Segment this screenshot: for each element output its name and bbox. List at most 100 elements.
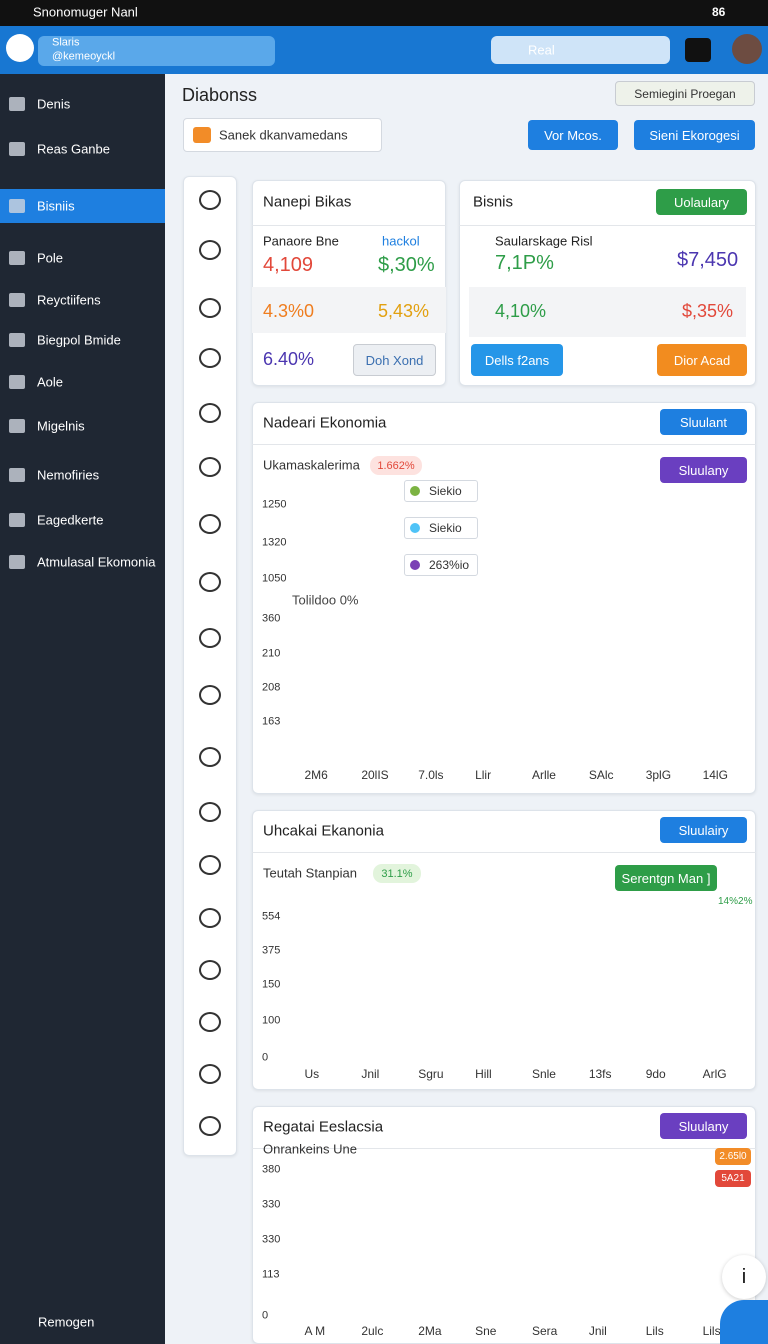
header-button[interactable]: Vor Mcos. xyxy=(528,120,618,150)
legend-item xyxy=(404,517,478,539)
sidebar-icon xyxy=(9,251,25,265)
chart-divider xyxy=(252,444,756,445)
y-tick-label: 0 xyxy=(262,1309,269,1322)
sidebar-icon xyxy=(9,419,25,433)
sidebar-item[interactable]: Reyctiifens xyxy=(37,292,101,308)
rail-icon xyxy=(199,685,221,705)
chart-button[interactable]: Sluulant xyxy=(660,409,747,435)
x-tick-label: 2Ma xyxy=(418,1324,442,1338)
y-tick-label: 210 xyxy=(262,647,281,660)
rail-icon xyxy=(199,348,221,368)
y-tick-label: 1050 xyxy=(262,572,287,585)
card-divider xyxy=(459,225,756,226)
card-badge[interactable]: Uolaulary xyxy=(656,189,747,215)
sidebar-item[interactable]: Denis xyxy=(37,96,71,112)
card-divider xyxy=(252,225,446,226)
y-tick-label: 1320 xyxy=(262,536,287,549)
rail-icon xyxy=(199,802,221,822)
chart-top-label: 14%2% xyxy=(718,896,753,907)
legend-dot xyxy=(410,560,420,570)
chart-subtitle: Ukamaskalerima xyxy=(263,457,360,473)
chart-divider xyxy=(252,1148,756,1149)
sidebar-icon xyxy=(9,142,25,156)
rail-icon xyxy=(199,190,221,210)
x-tick-label: Jnil xyxy=(361,1067,380,1081)
sidebar-footer[interactable]: Remogen xyxy=(38,1314,95,1330)
chart-card xyxy=(252,1106,756,1344)
rail-icon xyxy=(199,960,221,980)
info-button[interactable]: i xyxy=(722,1255,766,1299)
card-value: 7,1P% xyxy=(495,252,554,274)
card-value: $,30% xyxy=(378,254,435,276)
header-badge[interactable]: Semiegini Proegan xyxy=(615,81,755,106)
sidebar-icon xyxy=(9,555,25,569)
card-value: 4,10% xyxy=(495,301,547,321)
card-button[interactable]: Doh Xond xyxy=(353,344,436,376)
x-tick-label: 20lIS xyxy=(361,768,389,782)
menu-box[interactable] xyxy=(685,38,711,62)
x-tick-label: Us xyxy=(304,1067,320,1081)
x-tick-label: ArlG xyxy=(702,1067,727,1081)
next-button[interactable] xyxy=(720,1300,768,1344)
card-value: 4,109 xyxy=(263,254,314,276)
chart-button[interactable]: Sluulairy xyxy=(660,817,747,843)
card-value: $7,450 xyxy=(677,249,739,271)
x-tick-label: Snle xyxy=(531,1067,556,1081)
sidebar-item[interactable]: Aole xyxy=(37,374,64,390)
rail-icon xyxy=(199,855,221,875)
sidebar-item[interactable]: Pole xyxy=(37,250,64,266)
x-tick-label: 13fs xyxy=(588,1067,612,1081)
sidebar-item[interactable]: Migelnis xyxy=(37,418,85,434)
card-label: Saularskage Risl xyxy=(495,233,593,249)
chart-badge: 5A21 xyxy=(715,1170,751,1187)
y-tick-label: 150 xyxy=(262,978,281,991)
rail-icon xyxy=(199,1012,221,1032)
card-button[interactable]: Dior Acad xyxy=(657,344,747,376)
card-button[interactable]: Dells f2ans xyxy=(471,344,563,376)
chart-title: Regatai Eeslacsia xyxy=(263,1118,384,1136)
y-tick-label: 0 xyxy=(262,1051,269,1064)
header-button[interactable]: Sieni Ekorogesi xyxy=(634,120,755,150)
card-link[interactable]: hackol xyxy=(382,233,420,249)
x-tick-label: Sgru xyxy=(418,1067,444,1081)
rail-icon xyxy=(199,514,221,534)
rail-icon xyxy=(199,628,221,648)
legend-label: Siekio xyxy=(429,521,462,535)
y-tick-label: 360 xyxy=(262,612,281,625)
card-value: $,35% xyxy=(682,301,734,321)
sidebar-icon xyxy=(9,97,25,111)
chart-button[interactable]: Sluulany xyxy=(660,1113,747,1139)
sidebar-item[interactable]: Biegpol Bmide xyxy=(37,332,121,348)
avatar[interactable] xyxy=(732,34,762,64)
chart-button[interactable]: Serentgn Man ] xyxy=(615,865,717,891)
search-box[interactable] xyxy=(183,118,382,152)
status-bar xyxy=(0,0,768,26)
sidebar-icon xyxy=(9,468,25,482)
search-pill[interactable] xyxy=(491,36,670,64)
x-tick-label: Llir xyxy=(475,768,492,782)
chart-card xyxy=(252,810,756,1090)
sidebar-item[interactable]: Reas Ganbe xyxy=(37,141,110,157)
page-title: Diabonss xyxy=(182,85,258,105)
search-text: Real xyxy=(528,42,555,58)
account-handle: @kemeoyckl xyxy=(52,50,116,63)
legend-label: Siekio xyxy=(429,484,462,498)
legend-item xyxy=(404,480,478,502)
account-pill[interactable] xyxy=(38,36,275,66)
chart-button[interactable]: Sluulany xyxy=(660,457,747,483)
card-band xyxy=(469,287,746,337)
sidebar-item[interactable]: Eagedkerte xyxy=(37,512,104,528)
sidebar-item[interactable]: Bisniis xyxy=(37,198,75,214)
app-logo[interactable] xyxy=(6,34,34,62)
sidebar-item[interactable]: Atmulasal Ekomonia xyxy=(37,554,156,570)
x-tick-label: Hill xyxy=(475,1067,492,1081)
sidebar-item[interactable]: Nemofiries xyxy=(37,467,100,483)
chart-pill: 1.662% xyxy=(370,456,422,475)
rail-icon xyxy=(199,1116,221,1136)
chart-pill: 31.1% xyxy=(373,864,421,883)
chart-title: Uhcakai Ekanonia xyxy=(263,822,384,840)
chart-note: Tolildoo 0% xyxy=(292,592,359,608)
account-name: Slaris xyxy=(52,36,80,49)
sidebar-icon xyxy=(9,375,25,389)
